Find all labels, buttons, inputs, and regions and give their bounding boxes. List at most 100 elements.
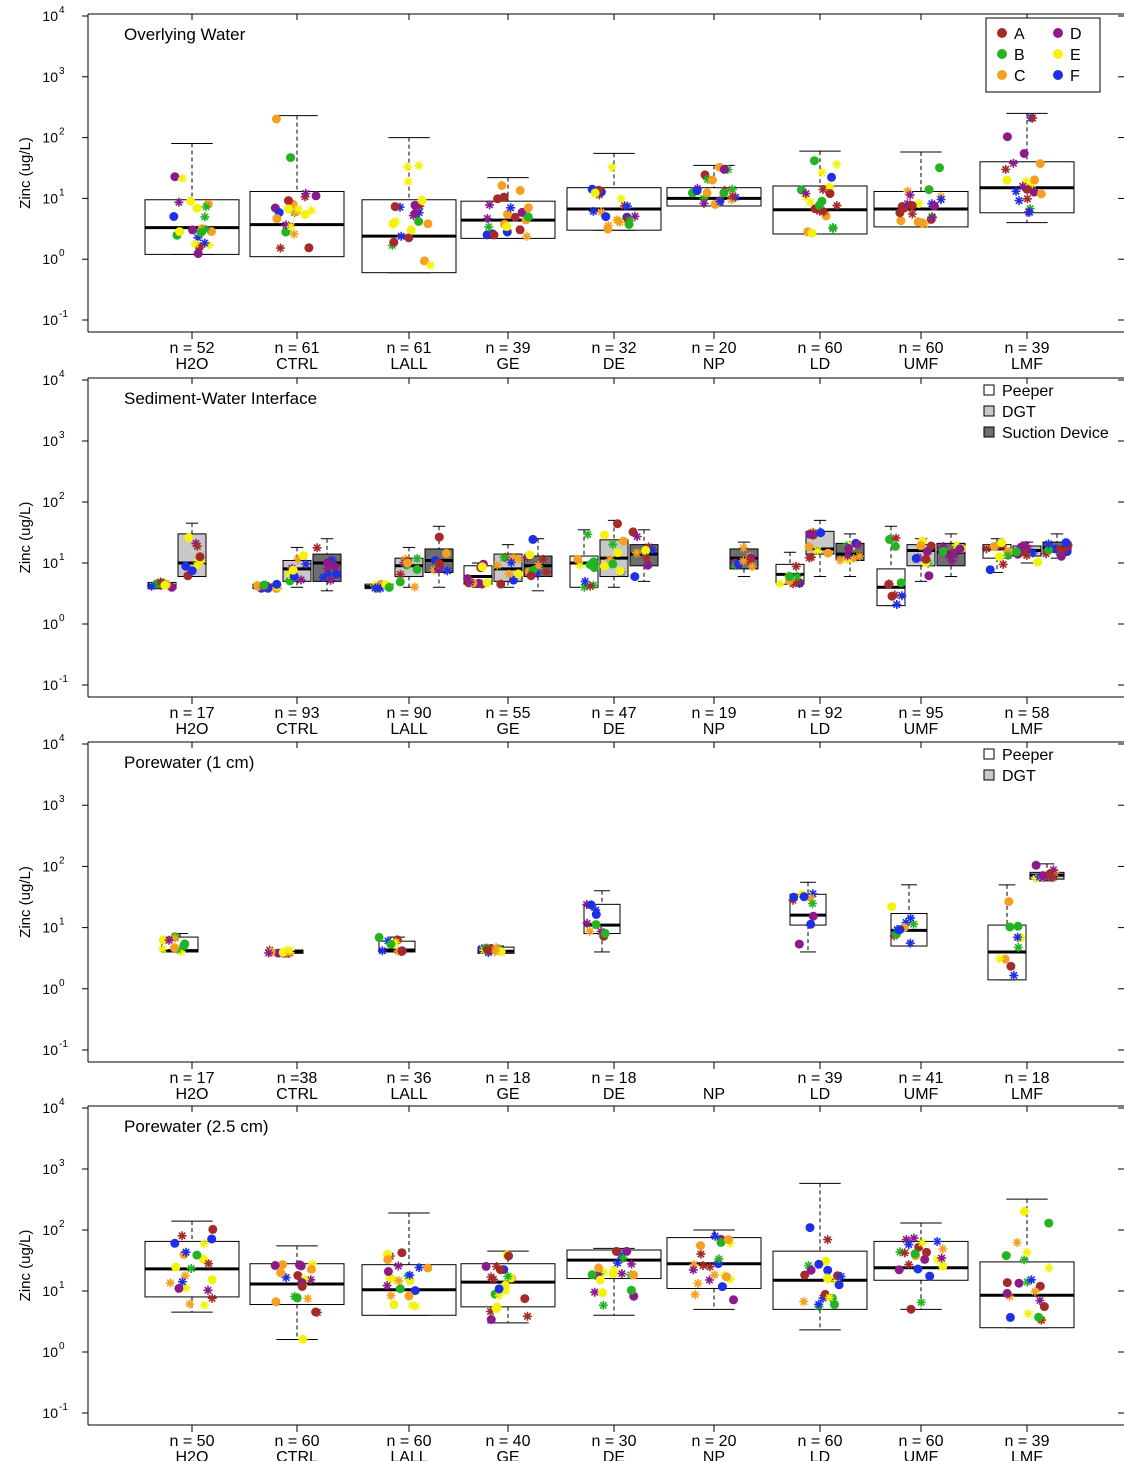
sample-point	[192, 1250, 202, 1260]
sample-point	[383, 1255, 393, 1265]
sample-point	[939, 542, 948, 551]
sample-point	[1003, 551, 1013, 560]
sample-point	[641, 545, 651, 555]
sample-point	[814, 1259, 824, 1269]
sample-point	[186, 1264, 196, 1273]
sample-point	[747, 562, 757, 572]
y-tick-label-exponent: 3	[59, 430, 65, 441]
sample-point	[303, 1294, 313, 1304]
sample-point	[600, 928, 610, 938]
sample-point	[916, 1297, 926, 1307]
sample-point	[924, 185, 934, 195]
legend-swatch	[983, 748, 995, 760]
sample-point	[503, 209, 512, 219]
sample-count-label: n = 60	[798, 340, 843, 357]
sample-point	[607, 162, 617, 172]
category-label: NP	[703, 721, 725, 738]
sample-point	[492, 1262, 501, 1271]
sample-point	[203, 1285, 213, 1295]
sample-count-label: n = 55	[486, 705, 531, 722]
sample-point	[913, 1264, 923, 1274]
sample-point	[492, 560, 502, 570]
sample-point	[271, 1297, 281, 1307]
category-label: LALL	[390, 1449, 427, 1461]
y-tick-label: 10	[42, 1283, 58, 1299]
sample-point	[800, 1270, 810, 1280]
sample-point	[900, 1248, 910, 1258]
legend-label: D	[1070, 26, 1082, 43]
sample-point	[1059, 545, 1069, 555]
sample-point	[729, 1295, 738, 1305]
sample-count-label: n = 17	[170, 1070, 215, 1087]
sample-point	[499, 553, 509, 562]
sample-point	[404, 1291, 414, 1301]
y-tick-label-exponent: 4	[59, 1097, 65, 1108]
sample-point	[496, 579, 506, 589]
sample-point	[397, 946, 407, 956]
sample-point	[611, 1246, 621, 1256]
y-tick-label-exponent: -1	[59, 309, 68, 320]
sample-point	[296, 575, 306, 585]
sample-count-label: n = 92	[798, 705, 843, 722]
sample-point	[393, 1261, 403, 1271]
sample-point	[528, 534, 538, 544]
sample-point	[825, 189, 835, 199]
sample-point	[622, 1246, 632, 1256]
sample-point	[515, 225, 525, 235]
sample-point	[922, 1247, 931, 1257]
sample-point	[903, 199, 912, 209]
sample-point	[410, 1286, 420, 1296]
sample-point	[299, 551, 308, 561]
sample-point	[311, 191, 321, 201]
sample-point	[169, 943, 179, 953]
sample-point	[1035, 159, 1045, 169]
sample-point	[278, 1260, 288, 1270]
y-tick-label: 10	[42, 920, 58, 936]
legend-label: Suction Device	[1002, 425, 1109, 442]
sample-point	[938, 1261, 948, 1271]
category-label: LMF	[1011, 1086, 1043, 1103]
sample-point	[170, 172, 180, 182]
category-label: LD	[810, 356, 830, 373]
sample-point	[397, 1248, 407, 1258]
sample-point	[504, 1251, 514, 1261]
sample-point	[395, 577, 405, 587]
sample-point	[1044, 1263, 1054, 1273]
sample-point	[208, 1224, 218, 1234]
y-tick-label-exponent: -1	[59, 1039, 68, 1050]
sample-point	[1009, 970, 1019, 980]
sample-count-label: n = 39	[798, 1070, 843, 1087]
category-label: H2O	[176, 1449, 209, 1461]
sample-point	[1030, 1287, 1040, 1297]
y-tick-label: 10	[42, 1344, 58, 1360]
y-tick-label: 10	[42, 677, 58, 693]
sample-point	[917, 1238, 927, 1248]
sample-point	[598, 1300, 608, 1310]
sample-point	[690, 1290, 700, 1300]
category-label: UMF	[904, 1449, 939, 1461]
sample-point	[296, 1261, 306, 1271]
sample-point	[284, 570, 294, 579]
sample-point	[715, 197, 725, 207]
sample-point	[312, 543, 322, 553]
sample-point	[292, 1293, 302, 1303]
sample-point	[388, 219, 398, 229]
sample-point	[892, 925, 902, 934]
sample-point	[721, 1272, 731, 1282]
category-label: GE	[496, 1449, 519, 1461]
sample-point	[1002, 132, 1012, 142]
sample-point	[1022, 194, 1032, 204]
sample-point	[794, 939, 804, 949]
sample-point	[821, 1256, 831, 1266]
sample-point	[526, 571, 536, 581]
sample-point	[1019, 149, 1029, 158]
sample-point	[506, 203, 516, 213]
y-tick-label: 10	[42, 69, 58, 85]
sample-point	[490, 947, 500, 957]
category-label: LALL	[390, 721, 427, 738]
sample-point	[522, 231, 532, 241]
sample-point	[793, 576, 803, 586]
sample-point	[925, 1271, 935, 1281]
sample-point	[1034, 1312, 1044, 1322]
